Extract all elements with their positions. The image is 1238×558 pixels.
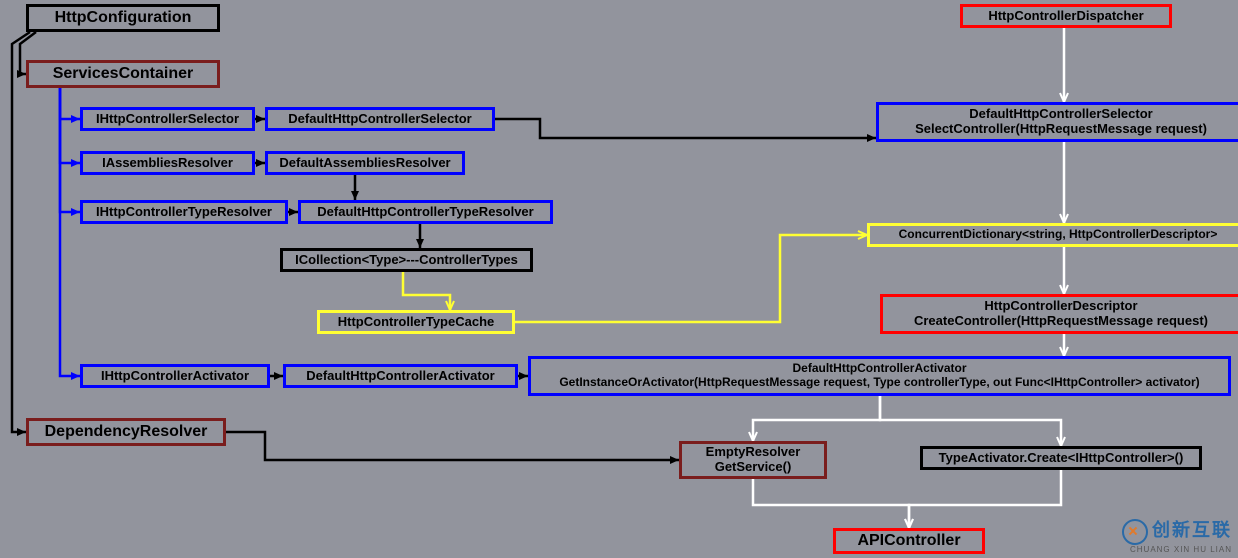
watermark-cn: 创新互联 (1152, 520, 1232, 540)
node-defTypeRes: DefaultHttpControllerTypeResolver (298, 200, 553, 224)
node-iActivator: IHttpControllerActivator (80, 364, 270, 388)
edge-servicesCont-iActivator (60, 88, 80, 376)
edge-emptyResolver-apiController (753, 479, 909, 528)
edge-depResolver-emptyResolver (226, 432, 679, 460)
edge-servicesCont-iAsmRes (60, 88, 80, 163)
node-bigActivator: DefaultHttpControllerActivator GetInstan… (528, 356, 1231, 396)
edge-typeActCreate-apiController (909, 470, 1061, 528)
edge-servicesCont-iCtrlSel (60, 88, 80, 119)
edge-defCtrlSel-selCtrlCall (495, 119, 876, 138)
node-httpConfig: HttpConfiguration (26, 4, 220, 32)
edge-typeCache-concDict (515, 235, 867, 322)
node-defActivator: DefaultHttpControllerActivator (283, 364, 518, 388)
watermark: 创新互联 CHUANG XIN HU LIAN (1122, 516, 1232, 554)
edge-bigActivator-emptyResolver (753, 396, 880, 441)
node-createCtrl: HttpControllerDescriptor CreateControlle… (880, 294, 1238, 334)
diagram-canvas: HttpConfiguration ServicesContainer IHttpC… (0, 0, 1238, 558)
node-dispatcher: HttpControllerDispatcher (960, 4, 1172, 28)
node-depResolver: DependencyResolver (26, 418, 226, 446)
edge-servicesCont-iTypeRes (60, 88, 80, 212)
node-iTypeRes: IHttpControllerTypeResolver (80, 200, 288, 224)
node-concDict: ConcurrentDictionary<string, HttpControl… (867, 223, 1238, 247)
node-emptyResolver: EmptyResolver GetService() (679, 441, 827, 479)
node-servicesCont: ServicesContainer (26, 60, 220, 88)
node-defAsmRes: DefaultAssembliesResolver (265, 151, 465, 175)
node-iAsmRes: IAssembliesResolver (80, 151, 255, 175)
edge-httpConfig-depResolver (12, 32, 30, 432)
edge-iCollType-typeCache (403, 272, 450, 310)
node-typeCache: HttpControllerTypeCache (317, 310, 515, 334)
watermark-en: CHUANG XIN HU LIAN (1122, 545, 1232, 554)
node-defCtrlSel: DefaultHttpControllerSelector (265, 107, 495, 131)
node-apiController: APIController (833, 528, 985, 554)
node-typeActCreate: TypeActivator.Create<IHttpController>() (920, 446, 1202, 470)
node-iCtrlSel: IHttpControllerSelector (80, 107, 255, 131)
node-selCtrlCall: DefaultHttpControllerSelector SelectCont… (876, 102, 1238, 142)
node-iCollType: ICollection<Type>---ControllerTypes (280, 248, 533, 272)
edge-bigActivator-typeActCreate (880, 396, 1061, 446)
